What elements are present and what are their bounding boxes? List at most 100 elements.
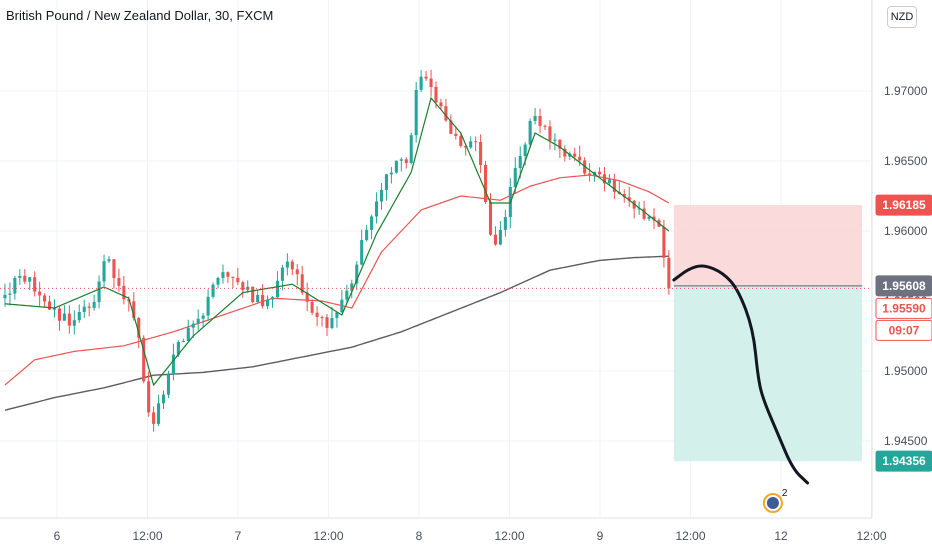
candle <box>3 283 7 307</box>
candle <box>236 267 240 286</box>
candle-body <box>102 261 106 282</box>
candle-body <box>275 280 279 298</box>
stop-loss-zone[interactable] <box>673 205 863 286</box>
candle-body <box>389 172 393 175</box>
candle <box>13 275 17 300</box>
candle <box>305 282 309 312</box>
candle <box>602 166 606 192</box>
candle <box>365 224 369 242</box>
position-tool[interactable] <box>673 205 863 462</box>
target-price-badge: 1.94356 <box>882 454 926 468</box>
candle-body <box>652 216 656 221</box>
time-tick-label: 12:00 <box>675 529 705 543</box>
candle <box>404 157 408 169</box>
candle-body <box>548 126 552 141</box>
candle-body <box>112 259 116 278</box>
candle-body <box>345 290 349 300</box>
candle <box>261 284 265 309</box>
projection-drawing[interactable] <box>672 264 810 485</box>
time-axis[interactable]: 6 12:00 7 12:00 8 12:00 9 12:00 12 12:00 <box>0 517 887 550</box>
candle-body <box>503 217 507 230</box>
candle-body <box>379 189 384 202</box>
ideas-marker[interactable]: 2 <box>762 488 788 513</box>
price-tick-label: 1.96500 <box>884 154 928 168</box>
candle <box>57 306 61 331</box>
candle-body <box>543 125 547 127</box>
time-tick-label: 9 <box>597 529 604 543</box>
candlestick-series <box>3 69 671 432</box>
candle-body <box>251 286 255 303</box>
candle <box>642 200 646 221</box>
candle <box>474 136 478 152</box>
price-tick-label: 1.94500 <box>884 434 928 448</box>
candle-body <box>355 264 359 284</box>
candle-body <box>23 275 27 282</box>
candle-body <box>216 278 220 285</box>
candle <box>394 160 398 174</box>
candle <box>181 338 185 343</box>
candle-body <box>280 267 284 281</box>
candle <box>454 126 458 140</box>
moving-average-mid-line <box>4 174 670 386</box>
candle <box>538 108 542 134</box>
candle-body <box>246 286 250 291</box>
candle-body <box>176 342 180 355</box>
candle <box>667 250 671 295</box>
candle-body <box>201 315 205 319</box>
candle <box>528 118 532 148</box>
candle <box>409 132 413 165</box>
candle <box>627 186 631 207</box>
candle-body <box>48 301 52 310</box>
last-price-badge-bg <box>875 297 932 319</box>
candle <box>92 294 96 311</box>
candle <box>157 394 161 427</box>
candle-body <box>221 272 225 279</box>
time-tick-label: 7 <box>235 529 242 543</box>
candle <box>350 279 354 299</box>
candle <box>171 343 175 381</box>
projection-curve[interactable] <box>672 264 810 485</box>
candle <box>414 82 418 143</box>
price-badges: 1.96185 1.95608 1.95590 09:07 1.94356 <box>875 194 932 472</box>
candle <box>399 157 403 172</box>
candle <box>469 136 473 150</box>
currency-button[interactable]: NZD <box>887 6 917 28</box>
candle <box>102 254 106 287</box>
countdown-badge: 09:07 <box>889 323 920 337</box>
candle <box>612 173 616 200</box>
candle-body <box>429 78 433 88</box>
candle <box>246 280 250 293</box>
candle-body <box>449 120 453 134</box>
moving-average-fast <box>4 96 670 387</box>
candle-body <box>513 168 517 188</box>
candle-body <box>137 317 141 338</box>
candle <box>488 193 493 236</box>
candle-body <box>622 194 626 198</box>
last-price-badge: 1.95590 <box>882 301 926 315</box>
candle-body <box>493 234 497 245</box>
time-tick-label: 12:00 <box>494 529 524 543</box>
candle <box>142 335 146 384</box>
candle <box>62 305 66 321</box>
price-tick-label: 1.95000 <box>884 364 928 378</box>
candle-body <box>186 327 190 341</box>
candle <box>310 299 314 316</box>
candle <box>82 299 86 318</box>
candle <box>295 264 299 286</box>
candle <box>221 264 225 284</box>
take-profit-zone[interactable] <box>673 285 863 462</box>
candle-body <box>498 229 502 245</box>
candle-body <box>295 269 299 275</box>
candle-body <box>459 136 463 146</box>
candle <box>340 289 344 313</box>
candle-body <box>607 179 611 184</box>
candle <box>563 145 567 162</box>
candle-body <box>256 294 260 303</box>
candle <box>201 312 205 327</box>
candle-body <box>43 295 47 302</box>
candle <box>449 114 453 134</box>
candle-body <box>533 115 537 121</box>
ideas-avatar-icon[interactable] <box>766 497 779 509</box>
candle-body <box>38 291 42 296</box>
